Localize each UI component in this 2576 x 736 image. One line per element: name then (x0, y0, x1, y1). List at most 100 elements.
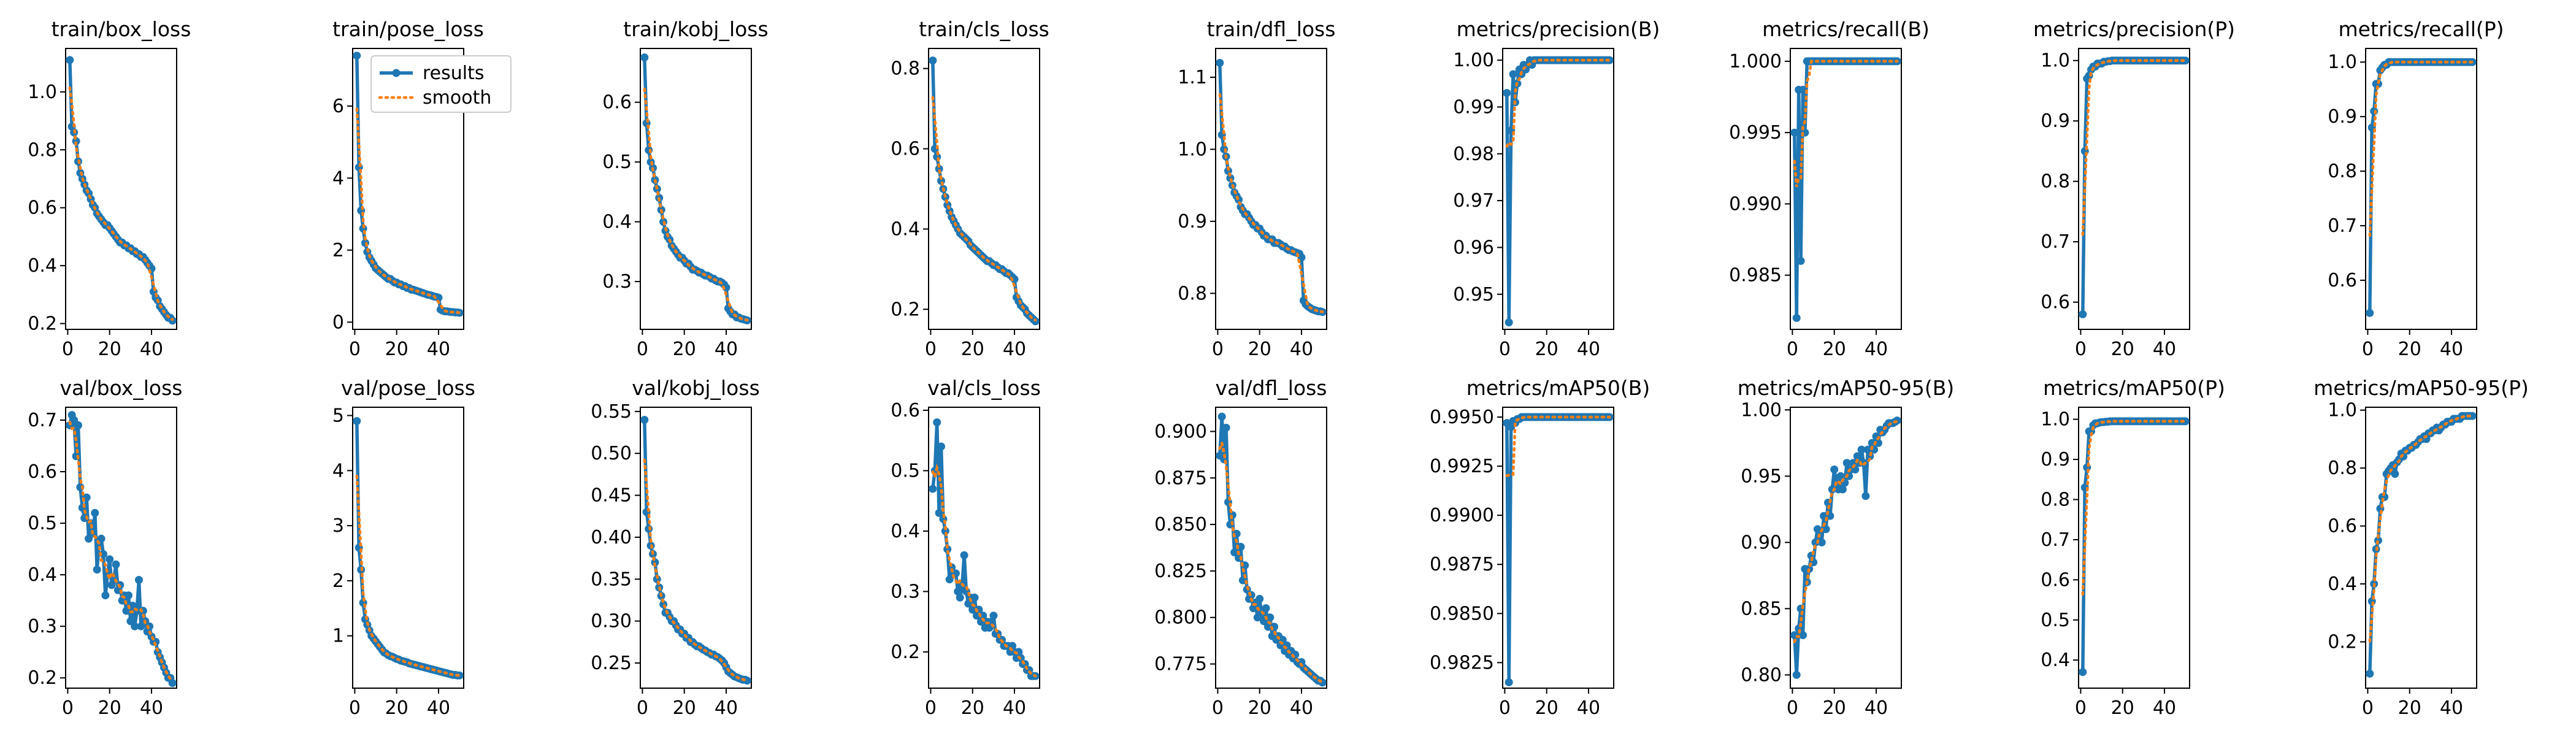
results-point (945, 575, 954, 584)
subplot-metrics-map50-95-p-: metrics/mAP50-95(P) 0 20 40 0.2 0.4 0.6 0.8 1.0 (2313, 376, 2529, 719)
plot-area (2366, 412, 2477, 678)
subplot-title: metrics/precision(P) (2033, 17, 2235, 41)
results-point (935, 508, 943, 517)
x-tick-label: 0 (637, 697, 648, 719)
results-point (1799, 85, 1807, 94)
plot-area (1216, 412, 1327, 687)
y-tick-label: 0.9875 (1430, 554, 1494, 575)
x-tick-label: 0 (349, 339, 361, 360)
y-tick-label: 0.4 (2041, 650, 2070, 671)
subplot-title: train/kobj_loss (623, 17, 768, 41)
subplot-title: metrics/mAP50(B) (1466, 376, 1650, 400)
results-point (2079, 668, 2087, 677)
axes-frame (1790, 48, 1902, 330)
y-tick-label: 0.6 (2328, 270, 2357, 291)
results-point (943, 545, 952, 553)
x-tick-label: 40 (1003, 697, 1026, 719)
plot-area (2079, 417, 2190, 677)
y-tick-label: 0.9 (2041, 110, 2070, 132)
results-point (2370, 107, 2379, 115)
smooth-line (1505, 58, 1611, 148)
x-tick-label: 20 (1823, 697, 1846, 719)
x-tick-label: 0 (62, 339, 74, 360)
subplot-train-cls-loss: train/cls_loss 0 20 40 0.2 0.4 0.6 0.8 (891, 17, 1049, 360)
y-tick-label: 0.2 (891, 642, 920, 663)
results-point (1216, 59, 1224, 67)
results-point (1255, 594, 1264, 603)
results-point (2374, 80, 2382, 88)
x-tick-label: 0 (1499, 339, 1511, 360)
axes-frame (1502, 48, 1614, 330)
y-tick-label: 0.4 (602, 212, 632, 233)
y-tick-label: 0.5 (891, 460, 920, 481)
subplot-metrics-precision-b-: metrics/precision(B) 0 20 40 0.95 0.96 0.97 0.9… (1453, 17, 1660, 360)
y-tick-label: 0.85 (1741, 598, 1782, 619)
plot-area (640, 53, 751, 324)
y-tick-label: 0.5 (28, 513, 57, 534)
y-tick-label: 0.5 (2041, 610, 2070, 631)
y-tick-label: 1.0 (28, 82, 57, 103)
y-tick-label: 0.2 (28, 313, 57, 335)
axes-frame (640, 407, 752, 689)
results-line (1505, 58, 1610, 324)
x-tick-label: 0 (1499, 697, 1511, 719)
plot-area (1790, 57, 1901, 322)
y-tick-label: 0.850 (1154, 514, 1207, 535)
results-point (91, 508, 99, 517)
y-tick-label: 0.95 (1453, 284, 1494, 305)
results-line (2081, 420, 2186, 672)
x-tick-label: 40 (1865, 339, 1888, 360)
y-tick-label: 0.995 (1729, 122, 1782, 144)
x-tick-label: 40 (715, 339, 738, 360)
x-tick-label: 40 (1003, 339, 1026, 360)
legend-results-label: results (423, 63, 485, 84)
x-tick-label: 20 (673, 697, 696, 719)
y-tick-label: 0.2 (2328, 631, 2357, 653)
axes-frame (65, 407, 177, 689)
y-tick-label: 0.8 (1178, 283, 1207, 304)
y-tick-label: 0.9 (1178, 211, 1207, 232)
subplot-title: metrics/mAP50-95(P) (2313, 376, 2529, 400)
results-point (1257, 610, 1266, 618)
axes-frame (1790, 407, 1902, 689)
subplot-metrics-map50-b-: metrics/mAP50(B) 0 20 40 0.9825 0.9850 0.9875 0… (1430, 376, 1650, 719)
results-point (2468, 412, 2477, 420)
y-tick-label: 1.000 (1729, 51, 1782, 72)
x-tick-label: 40 (1865, 697, 1888, 719)
smooth-line (2368, 60, 2474, 237)
y-tick-label: 1.0 (1178, 139, 1207, 160)
subplot-title: train/cls_loss (919, 17, 1049, 41)
subplot-title: metrics/recall(P) (2338, 17, 2504, 41)
y-tick-label: 0.50 (591, 443, 632, 464)
y-tick-label: 1.0 (2041, 50, 2070, 72)
results-point (1863, 445, 1872, 454)
axes-frame (928, 48, 1040, 330)
smooth-line (643, 458, 749, 682)
results-point (66, 56, 74, 64)
subplot-title: metrics/precision(B) (1457, 17, 1660, 41)
results-point (954, 587, 962, 596)
results-point (1010, 275, 1019, 283)
results-point (2366, 669, 2374, 678)
smooth-line (643, 88, 749, 322)
axes-frame (1502, 407, 1614, 689)
x-tick-label: 20 (1535, 697, 1558, 719)
y-tick-label: 4 (332, 460, 344, 481)
y-tick-label: 0.9 (2328, 106, 2357, 128)
x-tick-label: 40 (140, 697, 163, 719)
x-tick-label: 0 (2075, 339, 2087, 360)
results-point (1217, 412, 1226, 421)
x-tick-label: 40 (2153, 697, 2176, 719)
results-point (2181, 56, 2190, 65)
x-tick-label: 0 (637, 339, 648, 360)
x-tick-label: 0 (349, 697, 361, 719)
results-point (640, 53, 649, 62)
y-tick-label: 0.6 (2041, 569, 2070, 591)
x-tick-label: 20 (1535, 339, 1558, 360)
results-point (1263, 623, 1272, 631)
y-tick-label: 0.9925 (1430, 456, 1494, 477)
x-tick-label: 0 (1212, 339, 1224, 360)
y-tick-label: 1.00 (1741, 399, 1782, 421)
y-tick-label: 0.25 (591, 653, 632, 674)
